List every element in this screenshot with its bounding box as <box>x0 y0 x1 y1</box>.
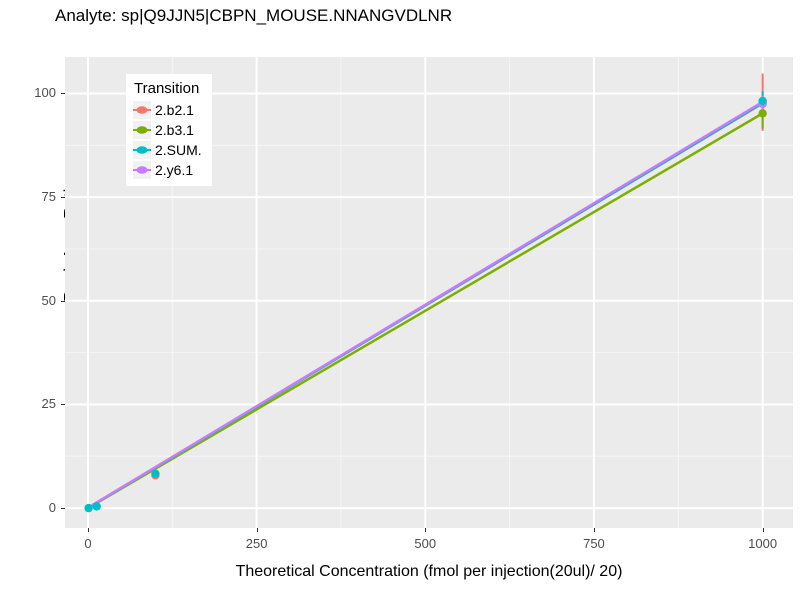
legend-label: 2.SUM. <box>155 142 202 158</box>
legend-title: Transition <box>134 80 200 97</box>
y-tick-mark <box>61 404 65 406</box>
x-tick-mark <box>593 528 595 532</box>
legend-row-2.b3.1: 2.b3.1 <box>133 120 202 140</box>
y-tick-label-100: 100 <box>34 85 56 101</box>
x-axis-label: Theoretical Concentration (fmol per inje… <box>235 563 623 580</box>
x-tick-mark <box>256 528 258 532</box>
pointrange-glyph <box>133 166 151 174</box>
legend-key-pointrange-icon <box>133 141 151 159</box>
legend-key-pointrange-icon <box>133 161 151 179</box>
y-tick-label-0: 0 <box>48 500 56 516</box>
y-tick-mark <box>61 300 65 302</box>
legend: Transition 2.b2.1 2.b3.1 2.SUM. 2.y6.1 <box>126 74 212 186</box>
series-line-2.b3.1 <box>87 112 764 510</box>
legend-key-pointrange-icon <box>133 121 151 139</box>
legend-label: 2.b2.1 <box>155 102 194 118</box>
legend-row-2.b2.1: 2.b2.1 <box>133 100 202 120</box>
x-tick-label-250: 250 <box>245 536 268 551</box>
x-tick-label-0: 0 <box>84 536 92 551</box>
x-tick-mark <box>425 528 427 532</box>
data-point-2.b3.1 <box>758 109 767 118</box>
legend-rows: 2.b2.1 2.b3.1 2.SUM. 2.y6.1 <box>133 100 202 180</box>
legend-label: 2.y6.1 <box>155 162 194 178</box>
data-point-2.SUM. <box>92 502 101 511</box>
y-tick-mark <box>61 508 65 510</box>
x-tick-label-1000: 1000 <box>748 536 778 551</box>
plot-canvas <box>65 57 793 528</box>
data-point-2.SUM. <box>84 503 93 513</box>
y-tick-mark <box>61 93 65 95</box>
legend-row-2.y6.1: 2.y6.1 <box>133 160 202 180</box>
plot-title: Analyte: sp|Q9JJN5|CBPN_MOUSE.NNANGVDLNR <box>55 6 453 25</box>
pointrange-glyph <box>133 146 151 154</box>
data-point-2.SUM. <box>758 96 767 106</box>
series-line-2.y6.1 <box>87 100 764 509</box>
y-tick-label-50: 50 <box>41 292 56 308</box>
data-point-2.SUM. <box>151 469 160 478</box>
legend-key-pointrange-icon <box>133 101 151 119</box>
legend-row-2.SUM.: 2.SUM. <box>133 140 202 160</box>
x-tick-label-500: 500 <box>414 536 437 551</box>
x-tick-label-750: 750 <box>583 536 605 551</box>
x-tick-mark <box>762 528 764 532</box>
pointrange-glyph <box>133 106 151 114</box>
legend-label: 2.b3.1 <box>155 122 194 138</box>
y-tick-mark <box>61 197 65 199</box>
y-tick-label-25: 25 <box>41 396 56 412</box>
x-tick-mark <box>87 528 89 532</box>
y-tick-label-75: 75 <box>41 189 56 205</box>
pointrange-glyph <box>133 126 151 134</box>
